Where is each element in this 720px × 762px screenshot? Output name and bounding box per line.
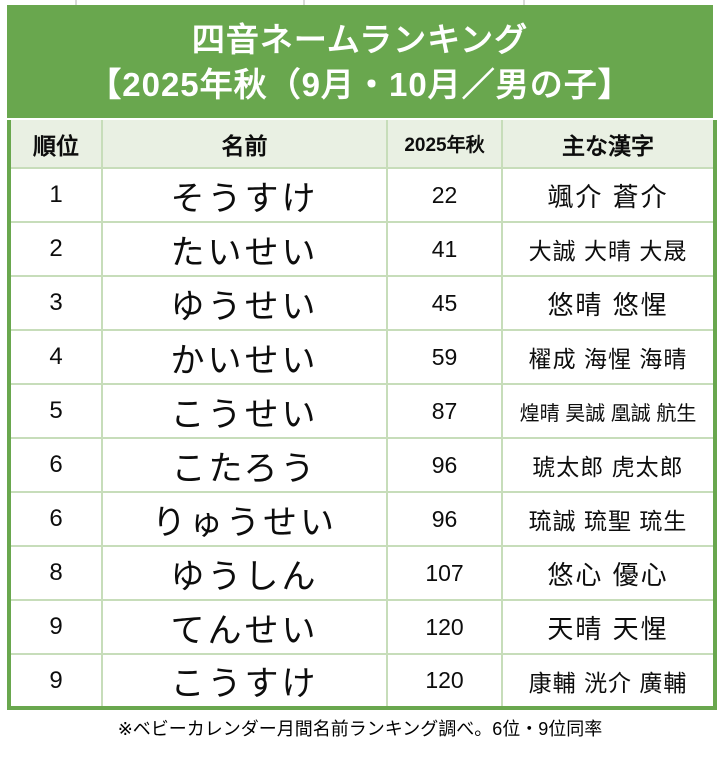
- name-cell: そうすけ: [101, 167, 388, 223]
- kanji-cell: 颯介 蒼介: [501, 167, 716, 223]
- cropped-sheet-strip: [7, 0, 713, 5]
- gridline: [303, 0, 305, 5]
- kanji-cell: 琉誠 琉聖 琉生: [501, 491, 716, 547]
- table-row: 5 こうせい 87 煌晴 昊誠 凰誠 航生: [8, 383, 716, 439]
- table-row: 6 りゅうせい 96 琉誠 琉聖 琉生: [8, 491, 716, 547]
- gridline: [523, 0, 525, 5]
- table-row: 6 こたろう 96 琥太郎 虎太郎: [8, 437, 716, 493]
- table-row: 9 こうすけ 120 康輔 洸介 廣輔: [8, 653, 716, 709]
- rank-cell: 3: [8, 275, 103, 331]
- count-cell: 59: [386, 329, 503, 385]
- kanji-cell: 琥太郎 虎太郎: [501, 437, 716, 493]
- ranking-table: 順位 名前 2025年秋 主な漢字 1 そうすけ 22 颯介 蒼介 2 たいせい…: [7, 120, 717, 710]
- rank-cell: 1: [8, 167, 103, 223]
- title-banner: 四音ネームランキング 【2025年秋（9月・10月／男の子】: [7, 5, 713, 118]
- rank-cell: 4: [8, 329, 103, 385]
- rank-cell: 6: [8, 491, 103, 547]
- table-row: 2 たいせい 41 大誠 大晴 大晟: [8, 221, 716, 277]
- name-cell: ゆうしん: [101, 545, 388, 601]
- kanji-cell: 康輔 洸介 廣輔: [501, 653, 716, 709]
- name-cell: こうすけ: [101, 653, 388, 709]
- count-cell: 87: [386, 383, 503, 439]
- title-line-1: 四音ネームランキング: [191, 21, 529, 58]
- count-cell: 96: [386, 437, 503, 493]
- source-note: ※ベビーカレンダー月間名前ランキング調べ。6位・9位同率: [117, 719, 603, 739]
- header-count: 2025年秋: [386, 120, 503, 169]
- count-cell: 96: [386, 491, 503, 547]
- name-cell: ゆうせい: [101, 275, 388, 331]
- header-row: 順位 名前 2025年秋 主な漢字: [8, 120, 716, 169]
- count-cell: 107: [386, 545, 503, 601]
- name-cell: りゅうせい: [101, 491, 388, 547]
- count-cell: 22: [386, 167, 503, 223]
- kanji-cell: 天晴 天惺: [501, 599, 716, 655]
- header-rank: 順位: [8, 120, 103, 169]
- kanji-cell: 悠心 優心: [501, 545, 716, 601]
- rank-cell: 2: [8, 221, 103, 277]
- rank-cell: 9: [8, 599, 103, 655]
- rank-cell: 6: [8, 437, 103, 493]
- table-body: 1 そうすけ 22 颯介 蒼介 2 たいせい 41 大誠 大晴 大晟 3 ゆうせ…: [8, 167, 716, 709]
- kanji-cell: 悠晴 悠惺: [501, 275, 716, 331]
- name-cell: たいせい: [101, 221, 388, 277]
- count-cell: 120: [386, 599, 503, 655]
- count-cell: 41: [386, 221, 503, 277]
- name-cell: こうせい: [101, 383, 388, 439]
- header-name: 名前: [101, 120, 388, 169]
- name-cell: てんせい: [101, 599, 388, 655]
- table-row: 8 ゆうしん 107 悠心 優心: [8, 545, 716, 601]
- kanji-cell: 大誠 大晴 大晟: [501, 221, 716, 277]
- table-row: 9 てんせい 120 天晴 天惺: [8, 599, 716, 655]
- rank-cell: 8: [8, 545, 103, 601]
- header-kanji: 主な漢字: [501, 120, 716, 169]
- count-cell: 120: [386, 653, 503, 709]
- count-cell: 45: [386, 275, 503, 331]
- title-line-2: 【2025年秋（9月・10月／男の子】: [88, 66, 632, 103]
- table-row: 1 そうすけ 22 颯介 蒼介: [8, 167, 716, 223]
- rank-cell: 9: [8, 653, 103, 709]
- name-cell: こたろう: [101, 437, 388, 493]
- kanji-cell: 煌晴 昊誠 凰誠 航生: [501, 383, 716, 439]
- rank-cell: 5: [8, 383, 103, 439]
- kanji-cell: 櫂成 海惺 海晴: [501, 329, 716, 385]
- name-cell: かいせい: [101, 329, 388, 385]
- table-row: 4 かいせい 59 櫂成 海惺 海晴: [8, 329, 716, 385]
- gridline: [75, 0, 77, 5]
- table-row: 3 ゆうせい 45 悠晴 悠惺: [8, 275, 716, 331]
